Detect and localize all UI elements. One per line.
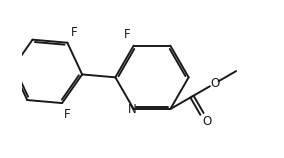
Text: O: O <box>202 115 211 128</box>
Text: N: N <box>128 103 136 115</box>
Text: O: O <box>210 77 220 90</box>
Text: F: F <box>124 28 131 41</box>
Text: F: F <box>71 26 78 39</box>
Text: F: F <box>64 108 71 121</box>
